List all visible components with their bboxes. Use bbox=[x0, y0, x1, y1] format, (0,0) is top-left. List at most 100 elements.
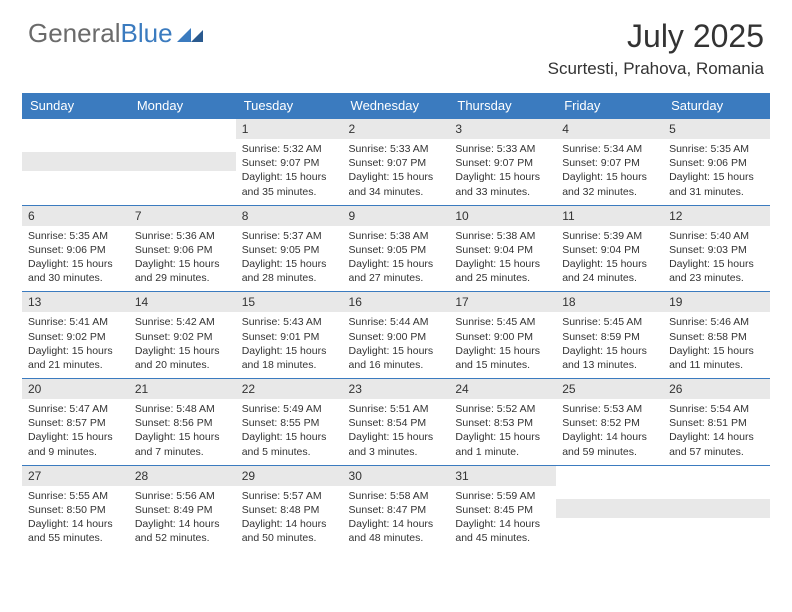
day-cell: 2Sunrise: 5:33 AMSunset: 9:07 PMDaylight… bbox=[343, 119, 450, 206]
weekday-header: Wednesday bbox=[343, 93, 450, 119]
day-number: 12 bbox=[663, 206, 770, 226]
day-info: Sunrise: 5:38 AMSunset: 9:05 PMDaylight:… bbox=[343, 226, 450, 292]
logo: GeneralBlue bbox=[28, 18, 205, 49]
weekday-header: Monday bbox=[129, 93, 236, 119]
weekday-header: Friday bbox=[556, 93, 663, 119]
empty-cell bbox=[663, 465, 770, 551]
day-info: Sunrise: 5:44 AMSunset: 9:00 PMDaylight:… bbox=[343, 312, 450, 378]
day-cell: 23Sunrise: 5:51 AMSunset: 8:54 PMDayligh… bbox=[343, 379, 450, 466]
day-number: 4 bbox=[556, 119, 663, 139]
day-number: 2 bbox=[343, 119, 450, 139]
day-cell: 21Sunrise: 5:48 AMSunset: 8:56 PMDayligh… bbox=[129, 379, 236, 466]
day-info: Sunrise: 5:39 AMSunset: 9:04 PMDaylight:… bbox=[556, 226, 663, 292]
day-number: 27 bbox=[22, 466, 129, 486]
day-cell: 20Sunrise: 5:47 AMSunset: 8:57 PMDayligh… bbox=[22, 379, 129, 466]
day-cell: 29Sunrise: 5:57 AMSunset: 8:48 PMDayligh… bbox=[236, 465, 343, 551]
day-number: 31 bbox=[449, 466, 556, 486]
day-number: 17 bbox=[449, 292, 556, 312]
week-row: 27Sunrise: 5:55 AMSunset: 8:50 PMDayligh… bbox=[22, 465, 770, 551]
day-number: 10 bbox=[449, 206, 556, 226]
day-info: Sunrise: 5:45 AMSunset: 8:59 PMDaylight:… bbox=[556, 312, 663, 378]
day-info: Sunrise: 5:49 AMSunset: 8:55 PMDaylight:… bbox=[236, 399, 343, 465]
day-info: Sunrise: 5:36 AMSunset: 9:06 PMDaylight:… bbox=[129, 226, 236, 292]
day-cell: 16Sunrise: 5:44 AMSunset: 9:00 PMDayligh… bbox=[343, 292, 450, 379]
logo-icon bbox=[177, 24, 205, 44]
day-cell: 15Sunrise: 5:43 AMSunset: 9:01 PMDayligh… bbox=[236, 292, 343, 379]
day-info: Sunrise: 5:54 AMSunset: 8:51 PMDaylight:… bbox=[663, 399, 770, 465]
day-info: Sunrise: 5:53 AMSunset: 8:52 PMDaylight:… bbox=[556, 399, 663, 465]
day-cell: 30Sunrise: 5:58 AMSunset: 8:47 PMDayligh… bbox=[343, 465, 450, 551]
day-cell: 5Sunrise: 5:35 AMSunset: 9:06 PMDaylight… bbox=[663, 119, 770, 206]
day-info: Sunrise: 5:56 AMSunset: 8:49 PMDaylight:… bbox=[129, 486, 236, 552]
day-number: 1 bbox=[236, 119, 343, 139]
day-info: Sunrise: 5:52 AMSunset: 8:53 PMDaylight:… bbox=[449, 399, 556, 465]
day-info: Sunrise: 5:57 AMSunset: 8:48 PMDaylight:… bbox=[236, 486, 343, 552]
calendar-table: SundayMondayTuesdayWednesdayThursdayFrid… bbox=[22, 93, 770, 551]
day-number: 11 bbox=[556, 206, 663, 226]
day-cell: 31Sunrise: 5:59 AMSunset: 8:45 PMDayligh… bbox=[449, 465, 556, 551]
weekday-header: Thursday bbox=[449, 93, 556, 119]
title-block: July 2025 Scurtesti, Prahova, Romania bbox=[548, 18, 764, 79]
day-info: Sunrise: 5:37 AMSunset: 9:05 PMDaylight:… bbox=[236, 226, 343, 292]
day-info: Sunrise: 5:35 AMSunset: 9:06 PMDaylight:… bbox=[663, 139, 770, 205]
day-number: 20 bbox=[22, 379, 129, 399]
day-info: Sunrise: 5:58 AMSunset: 8:47 PMDaylight:… bbox=[343, 486, 450, 552]
weekday-header-row: SundayMondayTuesdayWednesdayThursdayFrid… bbox=[22, 93, 770, 119]
day-cell: 6Sunrise: 5:35 AMSunset: 9:06 PMDaylight… bbox=[22, 205, 129, 292]
day-cell: 19Sunrise: 5:46 AMSunset: 8:58 PMDayligh… bbox=[663, 292, 770, 379]
day-cell: 3Sunrise: 5:33 AMSunset: 9:07 PMDaylight… bbox=[449, 119, 556, 206]
day-info: Sunrise: 5:40 AMSunset: 9:03 PMDaylight:… bbox=[663, 226, 770, 292]
day-info: Sunrise: 5:43 AMSunset: 9:01 PMDaylight:… bbox=[236, 312, 343, 378]
day-info: Sunrise: 5:51 AMSunset: 8:54 PMDaylight:… bbox=[343, 399, 450, 465]
day-cell: 9Sunrise: 5:38 AMSunset: 9:05 PMDaylight… bbox=[343, 205, 450, 292]
logo-text-2: Blue bbox=[121, 18, 173, 49]
day-number: 16 bbox=[343, 292, 450, 312]
day-number: 3 bbox=[449, 119, 556, 139]
day-number: 29 bbox=[236, 466, 343, 486]
day-number: 24 bbox=[449, 379, 556, 399]
day-cell: 25Sunrise: 5:53 AMSunset: 8:52 PMDayligh… bbox=[556, 379, 663, 466]
day-info: Sunrise: 5:59 AMSunset: 8:45 PMDaylight:… bbox=[449, 486, 556, 552]
day-number: 6 bbox=[22, 206, 129, 226]
day-number: 21 bbox=[129, 379, 236, 399]
day-info: Sunrise: 5:45 AMSunset: 9:00 PMDaylight:… bbox=[449, 312, 556, 378]
week-row: 20Sunrise: 5:47 AMSunset: 8:57 PMDayligh… bbox=[22, 379, 770, 466]
weekday-header: Tuesday bbox=[236, 93, 343, 119]
day-cell: 17Sunrise: 5:45 AMSunset: 9:00 PMDayligh… bbox=[449, 292, 556, 379]
day-number: 23 bbox=[343, 379, 450, 399]
day-cell: 13Sunrise: 5:41 AMSunset: 9:02 PMDayligh… bbox=[22, 292, 129, 379]
day-cell: 11Sunrise: 5:39 AMSunset: 9:04 PMDayligh… bbox=[556, 205, 663, 292]
calendar-body: 1Sunrise: 5:32 AMSunset: 9:07 PMDaylight… bbox=[22, 119, 770, 552]
day-number: 7 bbox=[129, 206, 236, 226]
day-number: 28 bbox=[129, 466, 236, 486]
day-number: 8 bbox=[236, 206, 343, 226]
day-number: 15 bbox=[236, 292, 343, 312]
day-info: Sunrise: 5:32 AMSunset: 9:07 PMDaylight:… bbox=[236, 139, 343, 205]
logo-text-1: General bbox=[28, 18, 121, 49]
day-number: 9 bbox=[343, 206, 450, 226]
empty-cell bbox=[22, 119, 129, 206]
day-cell: 12Sunrise: 5:40 AMSunset: 9:03 PMDayligh… bbox=[663, 205, 770, 292]
weekday-header: Sunday bbox=[22, 93, 129, 119]
day-cell: 18Sunrise: 5:45 AMSunset: 8:59 PMDayligh… bbox=[556, 292, 663, 379]
day-info: Sunrise: 5:33 AMSunset: 9:07 PMDaylight:… bbox=[449, 139, 556, 205]
day-info: Sunrise: 5:42 AMSunset: 9:02 PMDaylight:… bbox=[129, 312, 236, 378]
day-number: 5 bbox=[663, 119, 770, 139]
day-info: Sunrise: 5:48 AMSunset: 8:56 PMDaylight:… bbox=[129, 399, 236, 465]
weekday-header: Saturday bbox=[663, 93, 770, 119]
day-info: Sunrise: 5:38 AMSunset: 9:04 PMDaylight:… bbox=[449, 226, 556, 292]
day-info: Sunrise: 5:41 AMSunset: 9:02 PMDaylight:… bbox=[22, 312, 129, 378]
day-cell: 8Sunrise: 5:37 AMSunset: 9:05 PMDaylight… bbox=[236, 205, 343, 292]
day-number: 13 bbox=[22, 292, 129, 312]
day-info: Sunrise: 5:46 AMSunset: 8:58 PMDaylight:… bbox=[663, 312, 770, 378]
day-number: 19 bbox=[663, 292, 770, 312]
day-number: 26 bbox=[663, 379, 770, 399]
day-cell: 4Sunrise: 5:34 AMSunset: 9:07 PMDaylight… bbox=[556, 119, 663, 206]
month-title: July 2025 bbox=[548, 18, 764, 55]
day-cell: 22Sunrise: 5:49 AMSunset: 8:55 PMDayligh… bbox=[236, 379, 343, 466]
day-cell: 24Sunrise: 5:52 AMSunset: 8:53 PMDayligh… bbox=[449, 379, 556, 466]
day-info: Sunrise: 5:47 AMSunset: 8:57 PMDaylight:… bbox=[22, 399, 129, 465]
day-cell: 10Sunrise: 5:38 AMSunset: 9:04 PMDayligh… bbox=[449, 205, 556, 292]
day-number: 30 bbox=[343, 466, 450, 486]
day-cell: 1Sunrise: 5:32 AMSunset: 9:07 PMDaylight… bbox=[236, 119, 343, 206]
